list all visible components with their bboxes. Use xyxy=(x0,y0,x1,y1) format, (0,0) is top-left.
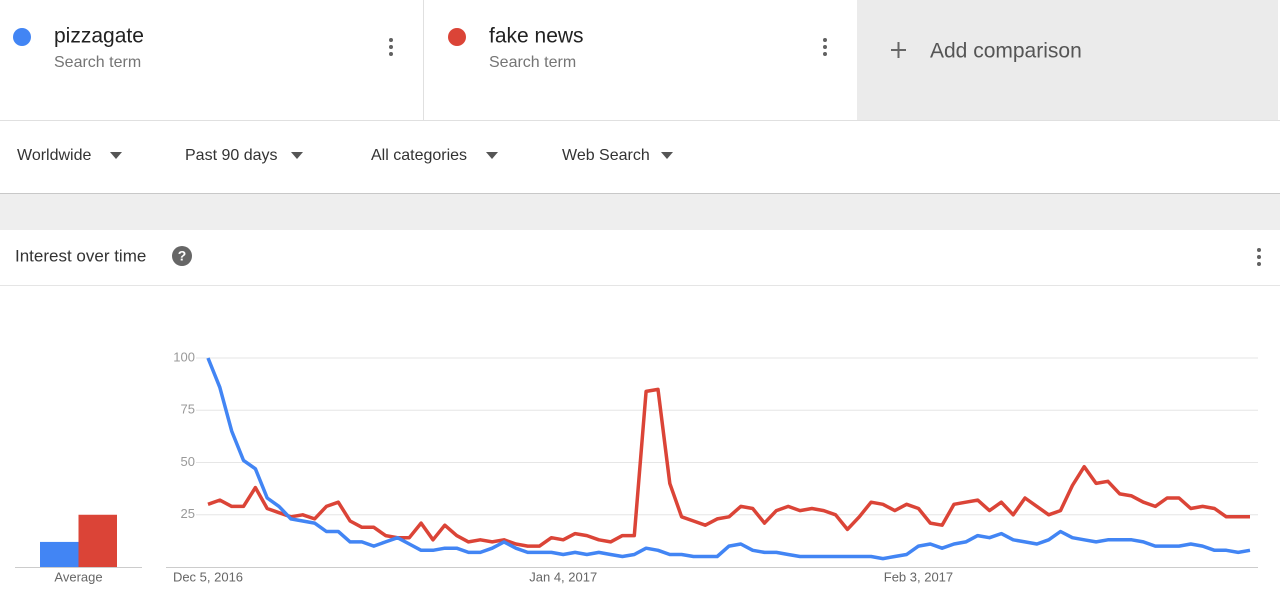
filter[interactable]: Past 90 days xyxy=(185,147,278,164)
term-name[interactable]: fake news xyxy=(489,25,584,48)
dropdown-arrow xyxy=(661,152,673,159)
y-tick-label: 75 xyxy=(181,402,195,417)
average-bar xyxy=(78,514,117,567)
filter[interactable]: All categories xyxy=(371,147,467,164)
average-label: Average xyxy=(54,569,102,584)
help-icon[interactable] xyxy=(172,246,192,266)
menu-icon[interactable] xyxy=(389,38,393,56)
gray-strip xyxy=(0,193,1280,230)
menu-icon[interactable] xyxy=(823,38,827,56)
y-tick-label: 100 xyxy=(173,349,195,364)
average-bar xyxy=(40,541,79,567)
x-tick-label: Jan 4, 2017 xyxy=(529,569,597,584)
series-line xyxy=(207,387,1250,548)
x-tick-label: Feb 3, 2017 xyxy=(884,569,953,584)
add-comparison[interactable]: Add comparison xyxy=(930,40,1082,63)
filter[interactable]: Web Search xyxy=(562,147,650,164)
menu-icon[interactable] xyxy=(1257,248,1261,266)
dropdown-arrow xyxy=(291,152,303,159)
term-dot xyxy=(13,28,31,46)
y-tick-label: 50 xyxy=(181,454,195,469)
y-tick-label: 25 xyxy=(181,506,195,521)
chart-title: Interest over time xyxy=(15,246,146,265)
chart: 25 50 75 100 Dec 5, 2016 Jan 4, 2017 Feb 3, 20… xyxy=(15,349,1258,584)
series-line xyxy=(206,357,1251,561)
term-kind: Search term xyxy=(54,54,141,71)
term-name[interactable]: pizzagate xyxy=(54,25,144,48)
dropdown-arrow xyxy=(486,152,498,159)
help-glyph: ? xyxy=(178,248,187,264)
term-kind: Search term xyxy=(489,54,576,71)
add-comparison-box[interactable] xyxy=(857,0,1278,120)
plus-icon xyxy=(891,42,906,58)
filter[interactable]: Worldwide xyxy=(17,147,92,164)
term-dot xyxy=(448,28,466,46)
x-tick-label: Dec 5, 2016 xyxy=(173,569,243,584)
dropdown-arrow xyxy=(110,152,122,159)
